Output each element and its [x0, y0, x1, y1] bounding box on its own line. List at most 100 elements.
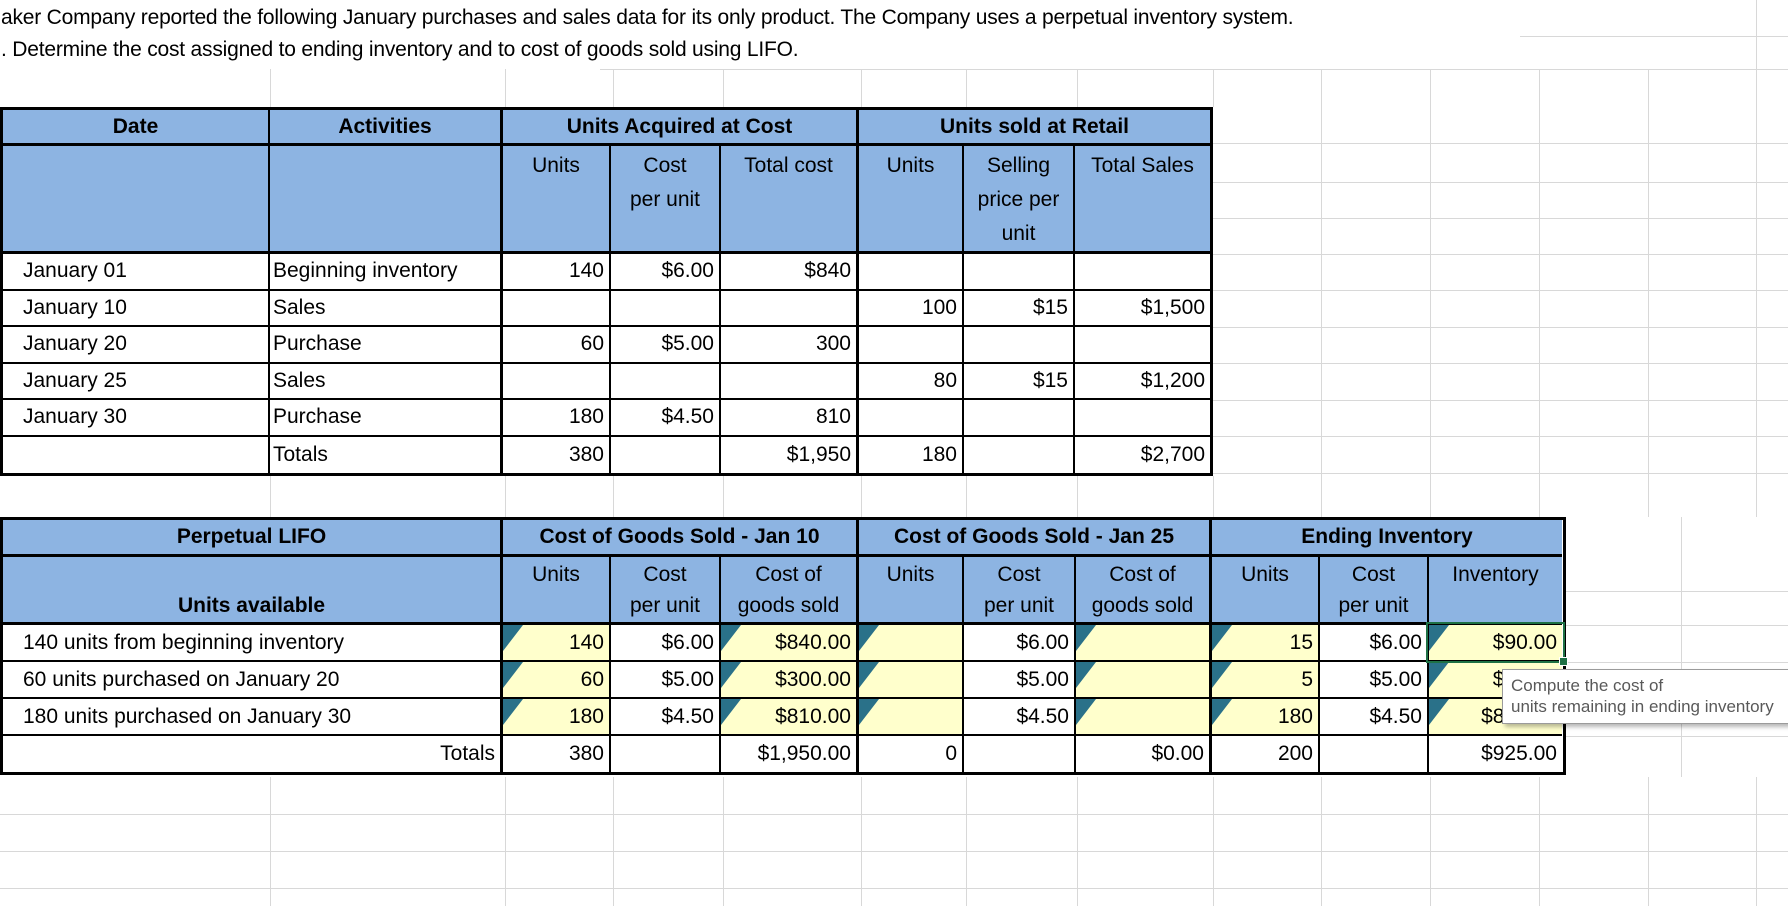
cost-cell[interactable]: $4.50	[964, 699, 1076, 736]
t2-total-j25-units[interactable]: 0	[859, 736, 964, 772]
cost-cell[interactable]	[611, 363, 721, 400]
t2-subheader-units[interactable]: Units	[1212, 557, 1320, 625]
input-cell[interactable]: $840.00	[721, 625, 859, 662]
t2-subheader-cogs[interactable]: Cost of goods sold	[1076, 557, 1212, 625]
input-cell[interactable]	[859, 699, 964, 736]
date-cell[interactable]: January 25	[3, 363, 270, 400]
total-cost-cell[interactable]: 810	[721, 400, 859, 437]
t2-subheader-units[interactable]: Units	[503, 557, 611, 625]
t1-subheader-blank[interactable]	[270, 146, 503, 254]
row-label-cell[interactable]: 140 units from beginning inventory	[3, 625, 503, 662]
sales-cell[interactable]: $1,500	[1075, 290, 1210, 327]
input-cell[interactable]: 180	[503, 699, 611, 736]
cost-cell[interactable]: $5.00	[611, 662, 721, 699]
t2-total-ei-inventory[interactable]: $925.00	[1429, 736, 1562, 772]
total-cost-cell[interactable]	[721, 290, 859, 327]
input-cell[interactable]	[859, 625, 964, 662]
input-cell[interactable]: 140	[503, 625, 611, 662]
t2-totals-label[interactable]: Totals	[3, 736, 503, 772]
t1-header-units-acquired[interactable]: Units Acquired at Cost	[503, 110, 859, 146]
t1-subheader-total-sales[interactable]: Total Sales	[1075, 146, 1210, 254]
cost-cell[interactable]: $6.00	[611, 625, 721, 662]
t1-header-activities[interactable]: Activities	[270, 110, 503, 146]
price-cell[interactable]	[964, 400, 1075, 437]
date-cell[interactable]: January 10	[3, 290, 270, 327]
blank-cell[interactable]	[1320, 736, 1429, 772]
t1-total-sold-units[interactable]: 180	[859, 436, 964, 473]
activity-cell[interactable]: Sales	[270, 363, 503, 400]
t1-total-cost[interactable]: $1,950	[721, 436, 859, 473]
date-cell[interactable]: January 20	[3, 327, 270, 364]
t2-header-ending-inventory[interactable]: Ending Inventory	[1212, 520, 1562, 557]
t1-subheader-units[interactable]: Units	[503, 146, 611, 254]
price-cell[interactable]	[964, 254, 1075, 291]
activity-cell[interactable]: Purchase	[270, 327, 503, 364]
sold-units-cell[interactable]	[859, 254, 964, 291]
blank-cell[interactable]	[964, 436, 1075, 473]
cost-cell[interactable]: $5.00	[964, 662, 1076, 699]
t1-subheader-cost-per-unit[interactable]: Cost per unit	[611, 146, 721, 254]
selected-input-cell[interactable]: $90.00	[1429, 625, 1562, 662]
blank-cell[interactable]	[3, 436, 270, 473]
input-cell[interactable]: 60	[503, 662, 611, 699]
total-cost-cell[interactable]	[721, 363, 859, 400]
t2-subheader-units[interactable]: Units	[859, 557, 964, 625]
sales-cell[interactable]	[1075, 400, 1210, 437]
input-cell[interactable]	[1076, 699, 1212, 736]
t2-total-j25-cogs[interactable]: $0.00	[1076, 736, 1212, 772]
t2-subheader-cost-per-unit[interactable]: Cost per unit	[964, 557, 1076, 625]
price-cell[interactable]: $15	[964, 363, 1075, 400]
blank-cell[interactable]	[964, 736, 1076, 772]
sold-units-cell[interactable]: 80	[859, 363, 964, 400]
units-cell[interactable]: 180	[503, 400, 611, 437]
cost-cell[interactable]: $5.00	[611, 327, 721, 364]
t1-total-units[interactable]: 380	[503, 436, 611, 473]
cost-cell[interactable]: $4.50	[611, 699, 721, 736]
units-cell[interactable]: 60	[503, 327, 611, 364]
input-cell[interactable]: 5	[1212, 662, 1320, 699]
activity-cell[interactable]: Sales	[270, 290, 503, 327]
input-cell[interactable]: 15	[1212, 625, 1320, 662]
activity-cell[interactable]: Purchase	[270, 400, 503, 437]
fill-handle[interactable]	[1559, 657, 1568, 666]
t2-subheader-inventory[interactable]: Inventory	[1429, 557, 1562, 625]
t2-subheader-cost-per-unit[interactable]: Cost per unit	[1320, 557, 1429, 625]
cost-cell[interactable]	[611, 290, 721, 327]
price-cell[interactable]: $15	[964, 290, 1075, 327]
cost-cell[interactable]: $6.00	[964, 625, 1076, 662]
t2-total-j10-units[interactable]: 380	[503, 736, 611, 772]
sold-units-cell[interactable]	[859, 327, 964, 364]
sales-cell[interactable]	[1075, 327, 1210, 364]
t1-subheader-total-cost[interactable]: Total cost	[721, 146, 859, 254]
t1-subheader-units-sold[interactable]: Units	[859, 146, 964, 254]
row-label-cell[interactable]: 60 units purchased on January 20	[3, 662, 503, 699]
total-cost-cell[interactable]: $840	[721, 254, 859, 291]
sold-units-cell[interactable]: 100	[859, 290, 964, 327]
t1-header-date[interactable]: Date	[3, 110, 270, 146]
blank-cell[interactable]	[611, 436, 721, 473]
cost-cell[interactable]: $6.00	[611, 254, 721, 291]
input-cell[interactable]: $300.00	[721, 662, 859, 699]
units-cell[interactable]	[503, 290, 611, 327]
t2-subheader-cost-per-unit[interactable]: Cost per unit	[611, 557, 721, 625]
cost-cell[interactable]: $6.00	[1320, 625, 1429, 662]
input-cell[interactable]	[1076, 662, 1212, 699]
t2-header-cogs-jan25[interactable]: Cost of Goods Sold - Jan 25	[859, 520, 1212, 557]
sales-cell[interactable]: $1,200	[1075, 363, 1210, 400]
cost-cell[interactable]: $4.50	[1320, 699, 1429, 736]
t1-total-sales[interactable]: $2,700	[1075, 436, 1210, 473]
date-cell[interactable]: January 01	[3, 254, 270, 291]
t1-subheader-selling-price[interactable]: Selling price per unit	[964, 146, 1075, 254]
blank-cell[interactable]	[611, 736, 721, 772]
t2-total-ei-units[interactable]: 200	[1212, 736, 1320, 772]
activity-cell[interactable]: Beginning inventory	[270, 254, 503, 291]
t2-header-cogs-jan10[interactable]: Cost of Goods Sold - Jan 10	[503, 520, 859, 557]
t1-header-units-sold[interactable]: Units sold at Retail	[859, 110, 1210, 146]
input-cell[interactable]	[1076, 625, 1212, 662]
t2-subheader-units-available[interactable]: Units available	[3, 557, 503, 625]
input-cell[interactable]: 180	[1212, 699, 1320, 736]
input-cell[interactable]: $810.00	[721, 699, 859, 736]
t1-subheader-blank[interactable]	[3, 146, 270, 254]
input-cell[interactable]	[859, 662, 964, 699]
sold-units-cell[interactable]	[859, 400, 964, 437]
